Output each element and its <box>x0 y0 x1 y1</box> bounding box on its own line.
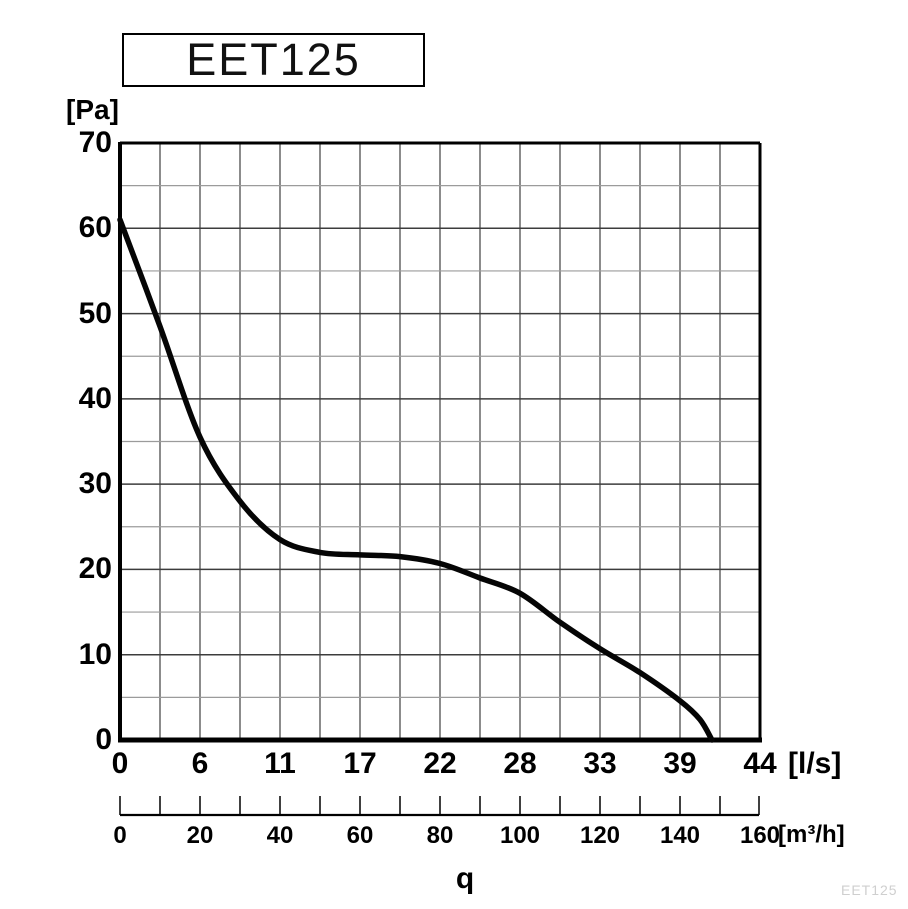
m3h-tick-label: 140 <box>659 822 701 849</box>
ls-tick-label: 6 <box>191 747 209 780</box>
flow-quantity-label: q <box>455 862 475 895</box>
y-tick-label: 30 <box>78 467 112 501</box>
chart-title: EET125 <box>186 34 361 85</box>
ls-tick-label: 22 <box>423 747 457 780</box>
ls-tick-label: 39 <box>663 747 697 780</box>
ls-tick-label: 44 <box>743 747 777 780</box>
y-tick-label: 20 <box>78 552 112 586</box>
m3h-tick-label: 60 <box>346 822 374 849</box>
y-tick-label: 40 <box>78 381 112 415</box>
ls-axis-unit-label: [l/s] <box>788 747 842 780</box>
m3h-tick-label: 40 <box>266 822 294 849</box>
m3h-tick-label: 0 <box>113 822 127 849</box>
m3h-tick-label: 160 <box>739 822 781 849</box>
m3h-tick-label: 20 <box>186 822 214 849</box>
ls-tick-label: 11 <box>264 747 296 780</box>
chart-title-box: EET125 <box>122 33 425 87</box>
y-tick-label: 10 <box>78 637 112 671</box>
watermark-text: EET125 <box>841 882 898 898</box>
ls-tick-label: 28 <box>503 747 537 780</box>
y-tick-label: 60 <box>78 211 112 245</box>
ls-tick-label: 33 <box>583 747 617 780</box>
ls-tick-label: 0 <box>111 747 129 780</box>
m3h-tick-label: 120 <box>579 822 621 849</box>
pressure-curve <box>117 217 715 743</box>
y-tick-label: 0 <box>95 723 112 756</box>
m3h-axis-unit-label: [m³/h] <box>778 821 845 848</box>
m3h-tick-label: 100 <box>499 822 541 849</box>
y-tick-label: 50 <box>78 296 112 330</box>
y-tick-label: 70 <box>78 126 112 159</box>
y-axis-unit-label: [Pa] <box>66 94 119 125</box>
m3h-tick-label: 80 <box>426 822 454 849</box>
ls-tick-label: 17 <box>343 747 377 780</box>
